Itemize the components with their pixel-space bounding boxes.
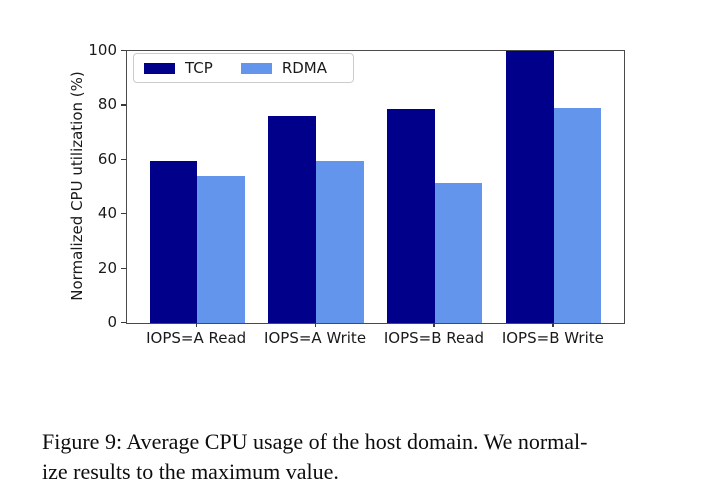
- y-tick-label-40: 40: [97, 204, 117, 223]
- y-tick-label-0: 0: [107, 313, 117, 331]
- caption-line-2: ize results to the maximum value.: [42, 459, 339, 484]
- bar-tcp-4: [506, 51, 554, 323]
- bar-rdma-4: [553, 108, 602, 323]
- legend-label-tcp: TCP: [185, 59, 213, 77]
- x-tick-mark: [552, 323, 554, 327]
- figure-caption: Figure 9: Average CPU usage of the host …: [42, 427, 687, 487]
- x-tick-label-1: IOPS=A Read: [146, 329, 247, 347]
- y-tick-label-20: 20: [97, 258, 117, 277]
- legend: TCP RDMA: [133, 53, 354, 83]
- y-tick-label-100: 100: [88, 41, 117, 59]
- y-tick-mark: [121, 267, 126, 269]
- bar-tcp-3: [387, 109, 435, 323]
- x-tick-label-3: IOPS=B Read: [383, 329, 484, 347]
- x-tick-label-4: IOPS=B Write: [501, 329, 604, 347]
- y-tick-mark: [121, 158, 126, 160]
- legend-label-rdma: RDMA: [281, 59, 327, 77]
- y-tick-label-60: 60: [97, 149, 117, 168]
- y-tick-mark: [121, 213, 126, 215]
- bar-rdma-1: [197, 176, 245, 323]
- y-tick-mark: [121, 322, 126, 324]
- x-tick-mark: [314, 323, 316, 327]
- rdma-color-swatch: [240, 62, 272, 74]
- plot-area: TCP RDMA: [126, 50, 625, 324]
- x-tick-mark: [195, 323, 197, 327]
- y-tick-mark: [121, 104, 126, 106]
- y-tick-mark: [121, 50, 126, 52]
- legend-item-rdma: RDMA: [240, 59, 327, 77]
- bar-rdma-2: [316, 161, 364, 323]
- x-tick-mark: [433, 323, 435, 327]
- bar-tcp-2: [268, 116, 317, 323]
- legend-item-tcp: TCP: [144, 59, 213, 77]
- caption-line-1: Figure 9: Average CPU usage of the host …: [42, 429, 588, 454]
- bar-rdma-3: [434, 182, 483, 323]
- tcp-color-swatch: [144, 62, 175, 74]
- y-tick-label-80: 80: [97, 95, 117, 114]
- bar-tcp-1: [149, 161, 198, 323]
- x-tick-label-2: IOPS=A Write: [264, 329, 367, 347]
